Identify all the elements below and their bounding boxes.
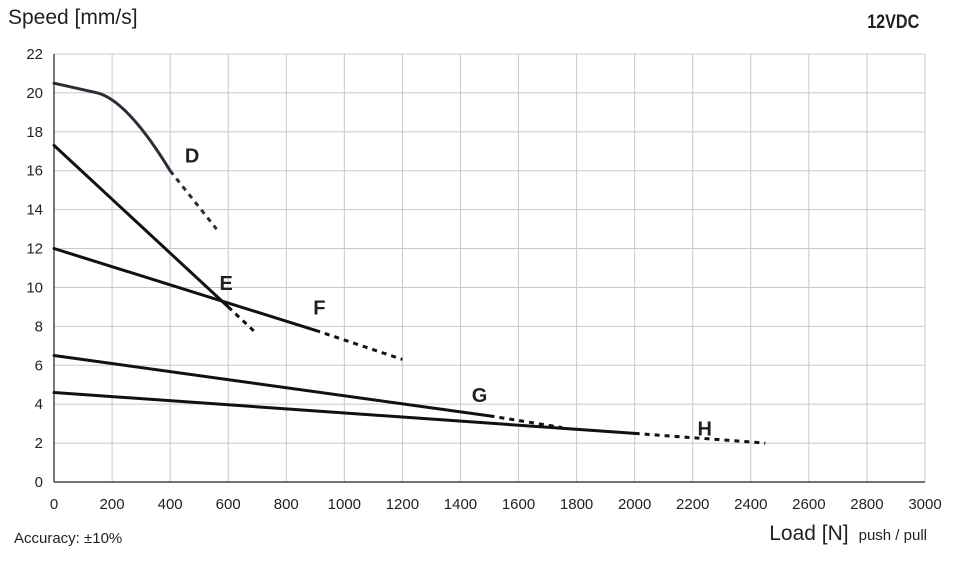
series-label-F: F: [313, 297, 325, 319]
voltage-annotation: 12VDC: [866, 12, 919, 33]
y-tick-label-0: 0: [35, 474, 43, 491]
y-tick-label-18: 18: [26, 124, 43, 141]
x-tick-label-1400: 1400: [444, 496, 477, 513]
x-tick-label-2200: 2200: [676, 496, 709, 513]
x-tick-label-0: 0: [50, 496, 58, 513]
series-label-D: D: [185, 146, 199, 168]
series-H-line: [52, 391, 637, 435]
y-tick-label-14: 14: [26, 202, 43, 219]
y-tick-label-4: 4: [35, 396, 43, 413]
y-tick-label-22: 22: [26, 46, 43, 63]
x-tick-label-600: 600: [216, 496, 241, 513]
x-tick-label-2400: 2400: [734, 496, 767, 513]
y-tick-label-10: 10: [26, 279, 43, 296]
y-tick-label-8: 8: [35, 318, 43, 335]
x-axis-label-group: Load [N] push / pull: [769, 522, 927, 546]
series-F-line: [52, 247, 317, 332]
x-axis-label-suffix: push / pull: [858, 527, 927, 544]
x-tick-label-1800: 1800: [560, 496, 593, 513]
series-label-E: E: [220, 273, 233, 295]
series-D-line: [52, 81, 172, 173]
y-axis-label: Speed [mm/s]: [8, 6, 138, 29]
x-tick-label-2000: 2000: [618, 496, 651, 513]
y-tick-label-16: 16: [26, 163, 43, 180]
series-E-dashed-extension: [227, 305, 259, 336]
x-tick-label-2600: 2600: [792, 496, 825, 513]
y-tick-label-20: 20: [26, 85, 43, 102]
plot-area: [54, 54, 925, 482]
y-tick-label-2: 2: [35, 435, 43, 452]
x-axis-label: Load [N]: [769, 522, 849, 545]
accuracy-note: Accuracy: ±10%: [14, 530, 123, 547]
series-lines: [52, 81, 766, 445]
y-tick-label-6: 6: [35, 357, 43, 374]
x-tick-label-200: 200: [100, 496, 125, 513]
series-labels: D E F G H: [185, 146, 712, 441]
series-G-line: [52, 354, 491, 418]
x-tick-label-3000: 3000: [908, 496, 941, 513]
series-G-dashed-extension: [489, 414, 563, 430]
tick-labels: 0 200 400 600 800 1000 1200 1400 1600 1800 2000 220…: [26, 46, 941, 513]
x-tick-label-800: 800: [274, 496, 299, 513]
series-D-dashed-extension: [168, 169, 218, 231]
series-E-line: [52, 143, 230, 309]
grid: [53, 53, 926, 483]
x-tick-label-400: 400: [158, 496, 183, 513]
x-tick-label-1000: 1000: [328, 496, 361, 513]
y-tick-label-12: 12: [26, 241, 43, 258]
series-label-H: H: [697, 418, 711, 440]
series-H-dashed-extension: [634, 431, 766, 445]
x-tick-label-1200: 1200: [386, 496, 419, 513]
x-tick-label-1600: 1600: [502, 496, 535, 513]
x-tick-label-2800: 2800: [850, 496, 883, 513]
series-label-G: G: [472, 385, 488, 407]
